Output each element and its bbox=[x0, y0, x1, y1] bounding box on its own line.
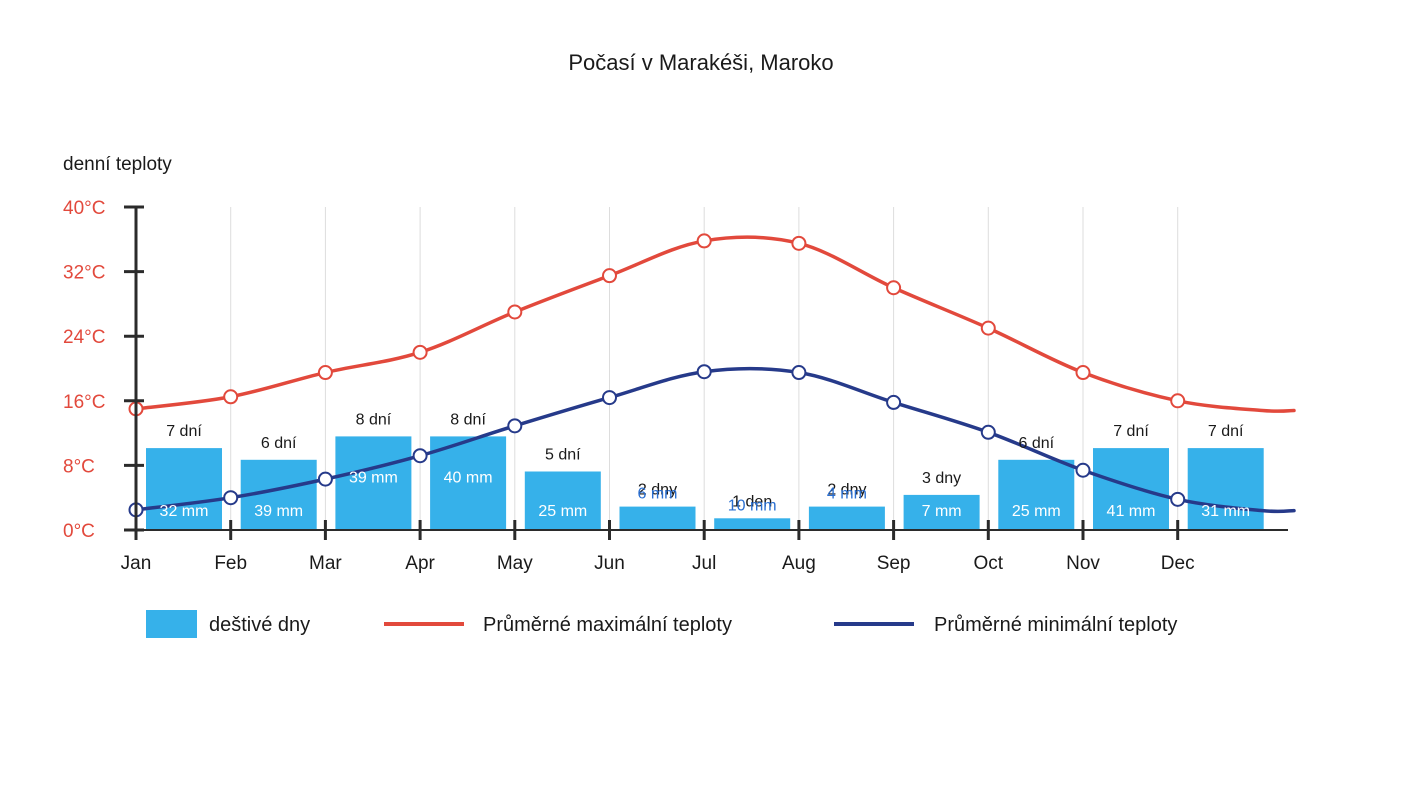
rainy-days-label: 6 dní bbox=[1019, 435, 1055, 452]
x-tick-label: Jan bbox=[121, 553, 152, 574]
rainy-days-label: 1 den bbox=[732, 493, 772, 510]
rainy-days-bar bbox=[524, 471, 601, 530]
min-temperature-point bbox=[412, 448, 428, 464]
rainy-days-label: 2 dny bbox=[638, 482, 677, 499]
rainy-days-bar bbox=[1093, 448, 1169, 530]
x-tick-label: May bbox=[497, 553, 533, 574]
x-tick-label: Mar bbox=[309, 553, 342, 574]
min-temperature-point bbox=[1170, 491, 1186, 507]
rainy-days-bar bbox=[998, 459, 1075, 530]
x-tick-label: Jul bbox=[692, 553, 716, 574]
precipitation-label: 25 mm bbox=[538, 503, 587, 520]
max-temperature-point bbox=[317, 365, 333, 381]
y-tick-label: 8°C bbox=[63, 456, 95, 477]
y-axis-label: denní teploty bbox=[63, 154, 172, 175]
y-tick-label: 32°C bbox=[63, 263, 105, 284]
min-temperature-point bbox=[1075, 462, 1091, 478]
legend-label-rainy-days: deštivé dny bbox=[209, 614, 310, 636]
x-tick-label: Aug bbox=[782, 553, 816, 574]
x-tick-label: Feb bbox=[214, 553, 247, 574]
chart-title: Počasí v Marakéši, Maroko bbox=[568, 50, 833, 75]
max-temperature-line bbox=[134, 235, 1296, 413]
max-temperature-point bbox=[886, 280, 902, 296]
rainy-days-bar bbox=[146, 448, 222, 530]
x-tick-label: Dec bbox=[1161, 553, 1195, 574]
min-temperature-point bbox=[507, 418, 523, 434]
rainy-days-label: 7 dní bbox=[1113, 423, 1149, 440]
y-tick-label: 0°C bbox=[63, 521, 95, 542]
y-tick-label: 40°C bbox=[63, 198, 105, 219]
legend-label-min-temperature: Průměrné minimální teploty bbox=[934, 614, 1177, 636]
precipitation-label: 40 mm bbox=[444, 469, 493, 486]
rainy-days-bars bbox=[146, 436, 1264, 530]
max-temperature-point bbox=[602, 268, 617, 284]
x-tick-label: Nov bbox=[1066, 553, 1100, 574]
max-temperature-point bbox=[412, 344, 428, 360]
precipitation-label: 25 mm bbox=[1012, 503, 1061, 520]
max-temperature-point bbox=[223, 389, 239, 405]
legend-swatch-rainy-days bbox=[146, 610, 197, 638]
precipitation-label: 7 mm bbox=[922, 503, 962, 520]
precipitation-label: 39 mm bbox=[349, 469, 398, 486]
max-temperature-point bbox=[791, 235, 807, 251]
min-temperature-point bbox=[886, 394, 902, 410]
min-temperature-point bbox=[317, 471, 333, 487]
rainy-days-label: 7 dní bbox=[1208, 423, 1244, 440]
max-temperature-point bbox=[507, 304, 523, 320]
x-tick-label: Jun bbox=[594, 553, 625, 574]
min-temperature-point bbox=[791, 365, 807, 381]
rainy-days-bar bbox=[903, 494, 980, 530]
rainy-days-label: 8 dní bbox=[450, 411, 486, 428]
precipitation-label: 10 mm bbox=[728, 497, 777, 514]
min-temperature-point bbox=[980, 424, 996, 440]
precipitation-label: 41 mm bbox=[1107, 503, 1156, 520]
y-tick-label: 16°C bbox=[63, 392, 105, 413]
min-temperature-line bbox=[134, 366, 1296, 514]
max-temperature-point bbox=[1170, 393, 1186, 409]
min-temperature-point bbox=[602, 390, 617, 406]
x-tick-label: Oct bbox=[974, 553, 1004, 574]
max-temperature-point bbox=[1075, 365, 1091, 381]
precipitation-label: 32 mm bbox=[160, 503, 209, 520]
precipitation-label: 4 mm bbox=[827, 486, 867, 503]
rainy-days-bar bbox=[335, 436, 412, 530]
rainy-days-label: 7 dní bbox=[166, 423, 202, 440]
temperature-lines bbox=[128, 233, 1296, 518]
data-labels: 7 dní 32 mm 6 dní 39 mm 8 dní 39 mm 8 dní 40 mm… bbox=[160, 411, 1251, 520]
max-temperature-point bbox=[980, 320, 996, 336]
rainy-days-label: 6 dní bbox=[261, 435, 297, 452]
legend-label-max-temperature: Průměrné maximální teploty bbox=[483, 614, 732, 636]
rainy-days-bar bbox=[619, 506, 696, 530]
rainy-days-label: 5 dní bbox=[545, 447, 581, 464]
min-temperature-point bbox=[223, 490, 239, 506]
precipitation-label: 31 mm bbox=[1201, 503, 1250, 520]
rainy-days-label: 8 dní bbox=[356, 411, 392, 428]
rainy-days-label: 3 dny bbox=[922, 470, 961, 487]
rainy-days-bar bbox=[430, 436, 507, 530]
rainy-days-bar bbox=[1187, 448, 1264, 530]
min-temperature-point bbox=[696, 364, 712, 380]
x-tick-label: Sep bbox=[877, 553, 911, 574]
x-tick-label: Apr bbox=[405, 553, 435, 574]
legend: deštivé dny Průměrné maximální teploty Prů… bbox=[146, 610, 1177, 638]
max-temperature-point bbox=[696, 233, 712, 249]
precipitation-label: 6 mm bbox=[638, 486, 678, 503]
axes: 0°C 8°C 16°C 24°C 32°C 40°C Jan Feb Mar Apr May Jun… bbox=[63, 198, 1288, 574]
rainy-days-bar bbox=[808, 506, 885, 530]
rainy-days-label: 2 dny bbox=[827, 482, 866, 499]
y-tick-label: 24°C bbox=[63, 327, 105, 348]
rainy-days-bar bbox=[714, 518, 791, 530]
precipitation-label: 39 mm bbox=[254, 503, 303, 520]
